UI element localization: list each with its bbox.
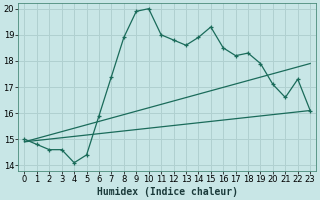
X-axis label: Humidex (Indice chaleur): Humidex (Indice chaleur) bbox=[97, 186, 238, 197]
